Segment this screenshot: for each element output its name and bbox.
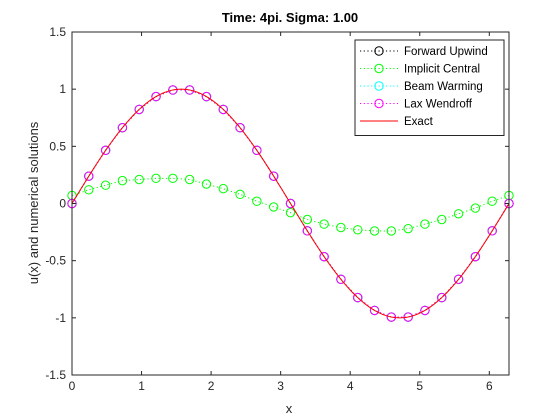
data-point	[184, 174, 195, 185]
y-tick-label: 1	[59, 82, 66, 96]
data-point	[403, 223, 413, 234]
data-point	[487, 226, 497, 236]
data-point	[319, 251, 329, 262]
legend-label-beam-warming: Beam Warming	[404, 81, 483, 93]
series-exact	[71, 88, 510, 319]
data-point	[369, 305, 380, 316]
data-point	[184, 85, 195, 95]
data-point	[470, 251, 481, 262]
legend-label-forward-upwind: Forward Upwind	[404, 46, 488, 58]
series-layer	[67, 85, 514, 322]
x-tick-label: 0	[69, 379, 76, 393]
series-line-implicit-central	[71, 177, 510, 232]
data-point	[437, 214, 447, 225]
data-point	[487, 196, 497, 206]
data-point	[386, 226, 397, 236]
data-point	[437, 292, 447, 303]
data-point	[117, 122, 128, 133]
data-point	[268, 202, 279, 212]
data-point	[84, 185, 94, 195]
y-tick-label: -1	[55, 311, 66, 325]
data-point	[302, 226, 313, 236]
y-axis-label: u(x) and numerical solutions	[26, 121, 41, 284]
series-line-exact	[71, 88, 510, 319]
data-point	[268, 171, 279, 181]
data-point	[319, 219, 329, 229]
data-point	[353, 225, 363, 235]
data-point	[336, 274, 346, 285]
y-axis: -1.5 -1 -0.5 0 0.5 1 1.5	[45, 25, 509, 382]
data-point	[168, 173, 178, 184]
data-point	[285, 207, 296, 218]
data-point	[151, 173, 161, 184]
data-point	[353, 292, 363, 303]
legend-marker-forward-upwind	[374, 46, 384, 56]
legend-box	[354, 39, 505, 136]
chart-title: Time: 4pi. Sigma: 1.00	[222, 10, 358, 25]
data-point	[453, 209, 464, 219]
data-point	[218, 104, 228, 115]
x-tick-label: 2	[208, 379, 215, 393]
data-point	[134, 174, 144, 185]
data-point	[285, 198, 296, 209]
x-tick-label: 5	[416, 379, 423, 393]
x-tick-label: 4	[347, 379, 354, 393]
x-tick-label: 3	[277, 379, 284, 393]
legend-label-implicit-central: Implicit Central	[404, 64, 480, 76]
legend-marker-implicit-central	[374, 63, 384, 74]
data-point	[201, 179, 212, 189]
legend-label-lax-wendroff: Lax Wendroff	[404, 99, 473, 111]
x-axis: 0 1 2 3 4 5 6	[69, 32, 493, 393]
y-tick-label: -0.5	[45, 254, 66, 268]
data-point	[117, 175, 128, 186]
data-point	[453, 274, 464, 285]
legend: Forward Upwind Implicit Central Beam Warmi…	[354, 39, 505, 136]
data-point	[252, 196, 262, 206]
data-point	[470, 203, 481, 213]
data-point	[84, 171, 94, 181]
data-point	[235, 189, 245, 200]
data-point	[218, 183, 228, 194]
data-point	[386, 312, 397, 322]
legend-marker-beam-warming	[374, 81, 384, 91]
x-tick-label: 6	[486, 379, 493, 393]
data-point	[252, 145, 262, 156]
data-point	[151, 91, 161, 102]
legend-marker-lax-wendroff	[374, 98, 384, 109]
data-point	[100, 180, 111, 190]
data-point	[420, 305, 430, 316]
data-point	[100, 145, 111, 156]
data-point	[336, 222, 346, 233]
data-point	[369, 226, 380, 236]
data-point	[420, 219, 430, 229]
y-tick-label: 0	[59, 197, 66, 211]
legend-label-exact: Exact	[404, 116, 434, 128]
data-point	[403, 312, 413, 322]
data-point	[168, 85, 178, 95]
data-point	[302, 214, 313, 225]
x-tick-label: 1	[138, 379, 145, 393]
data-point	[201, 91, 212, 102]
y-tick-label: 1.5	[49, 25, 66, 39]
y-tick-label: -1.5	[45, 368, 66, 382]
data-point	[134, 104, 144, 115]
x-axis-label: x	[286, 401, 293, 416]
data-point	[235, 122, 245, 133]
series-implicit-central	[67, 173, 514, 236]
y-tick-label: 0.5	[49, 139, 66, 153]
